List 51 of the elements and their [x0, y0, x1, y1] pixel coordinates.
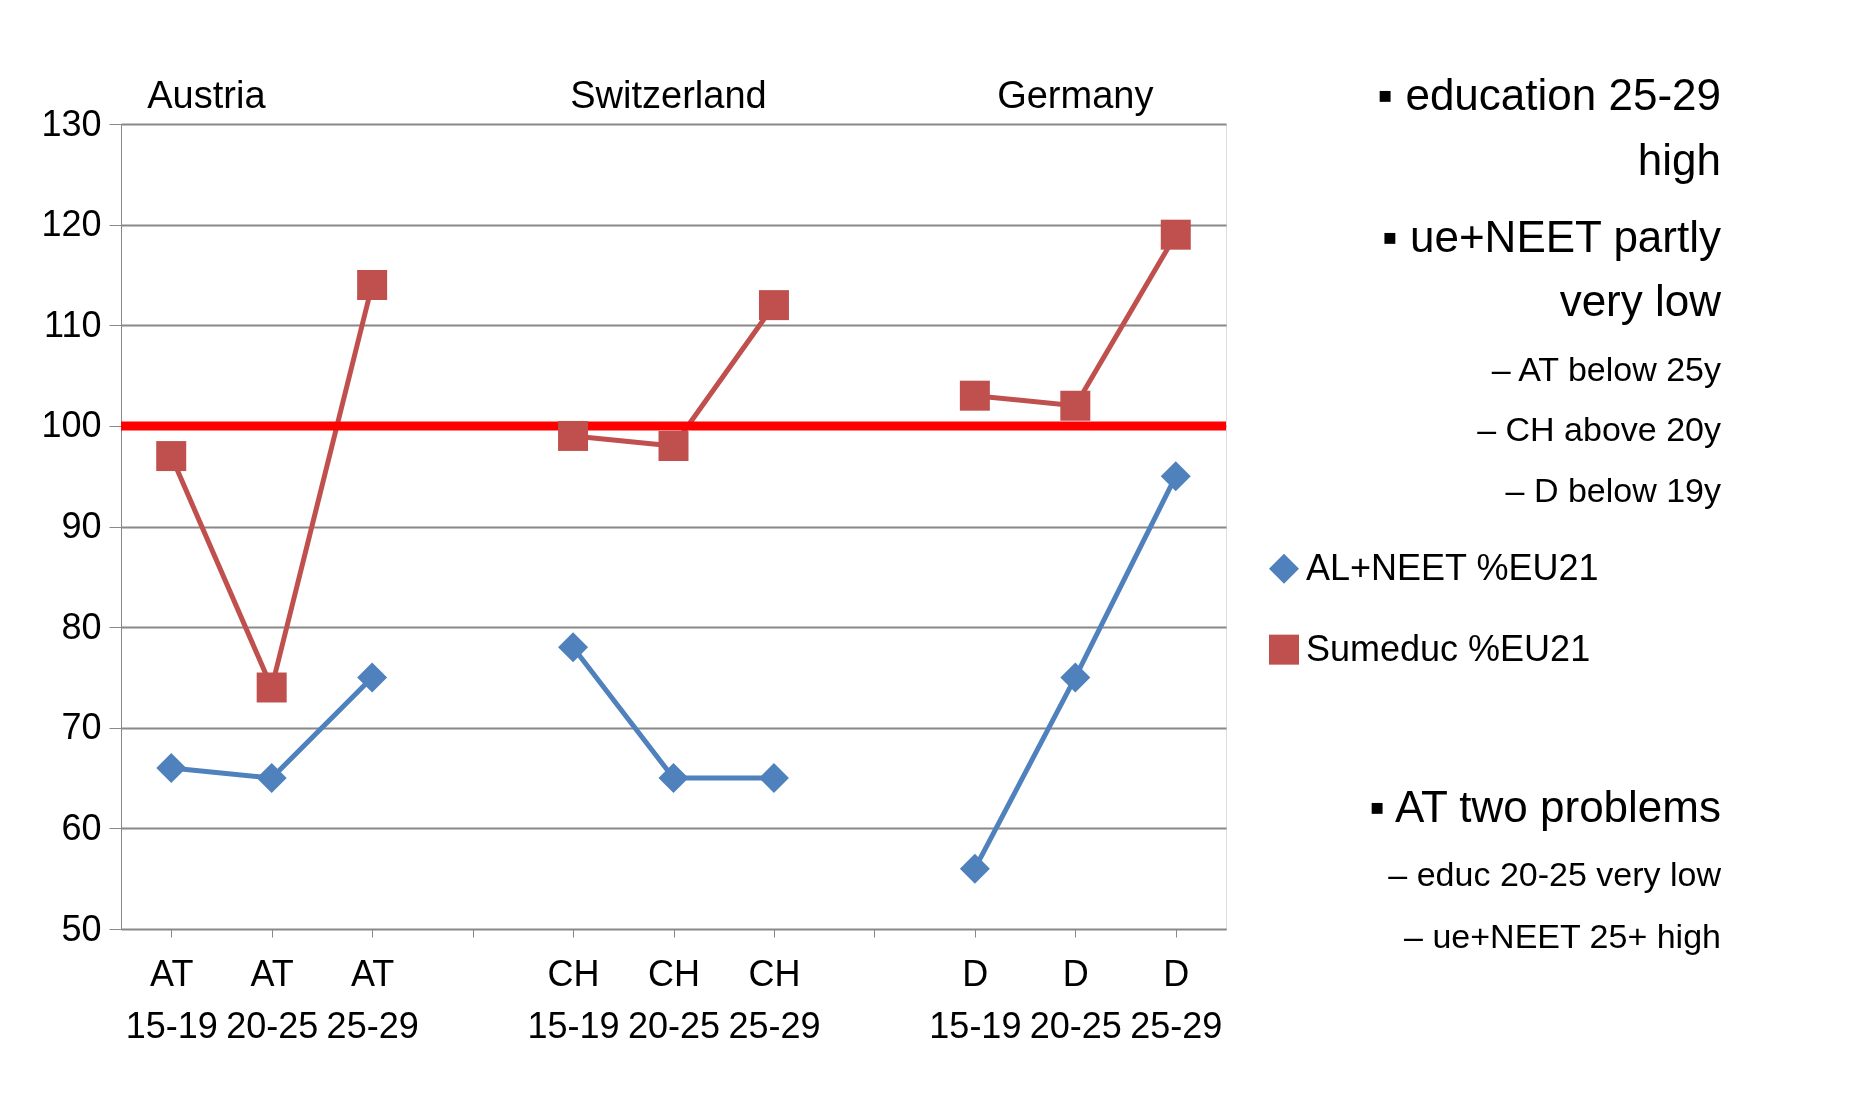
text: – ue+NEET 25+ high [1404, 917, 1721, 955]
point [1160, 219, 1191, 250]
text: – AT below 25y [1491, 350, 1721, 388]
x-tick-label: CH 15-19 [527, 952, 620, 1046]
y-tick-label: 100 [41, 404, 102, 446]
point [1160, 461, 1191, 492]
point [256, 672, 287, 703]
y-tick-label: 90 [61, 505, 102, 546]
point [156, 753, 187, 783]
point [959, 380, 990, 411]
y-tick-label: 70 [61, 706, 102, 748]
text: – D below 19y [1505, 471, 1721, 509]
point [256, 763, 287, 794]
text: Austria [147, 74, 267, 116]
y-tick-label: 120 [41, 203, 102, 245]
legend-label: AL+NEET %EU21 [1306, 546, 1599, 588]
x-tick-label: D 20-25 [1029, 952, 1122, 1046]
text: ▪ ue+NEET partly [1382, 212, 1721, 261]
text: ▪ education 25-29 [1377, 70, 1721, 119]
point [758, 763, 789, 794]
y-tick-label: 110 [44, 303, 102, 345]
point [1060, 390, 1091, 421]
y-tick-label: 130 [41, 102, 102, 144]
point [156, 441, 187, 472]
point [357, 270, 388, 300]
x-tick-label: CH 25-29 [728, 952, 821, 1046]
text: ▪ AT two problems [1369, 782, 1721, 831]
text: – CH above 20y [1477, 410, 1721, 448]
point [959, 853, 990, 884]
point [1060, 662, 1091, 693]
x-tick-label: CH 20-25 [627, 952, 721, 1046]
text: high [1637, 135, 1721, 184]
text: Germany [997, 74, 1154, 116]
legend-label: Sumeduc %EU21 [1306, 627, 1591, 669]
y-tick-label: 50 [61, 907, 102, 949]
x-tick-label: AT 25-29 [326, 952, 419, 1046]
y-tick-label: 80 [61, 605, 102, 647]
x-tick-label: AT 15-19 [125, 952, 218, 1046]
x-tick-label: D 25-29 [1130, 952, 1223, 1046]
text: very low [1559, 276, 1722, 325]
point [558, 420, 589, 451]
point [558, 632, 589, 663]
y-tick-label: 60 [61, 806, 102, 848]
text: Switzerland [570, 74, 767, 116]
x-tick-label: D 15-19 [929, 952, 1022, 1046]
point [357, 662, 388, 693]
point [658, 431, 689, 461]
point [658, 763, 689, 794]
point [758, 290, 789, 321]
text: – educ 20-25 very low [1388, 855, 1722, 893]
x-tick-label: AT 20-25 [226, 952, 319, 1046]
